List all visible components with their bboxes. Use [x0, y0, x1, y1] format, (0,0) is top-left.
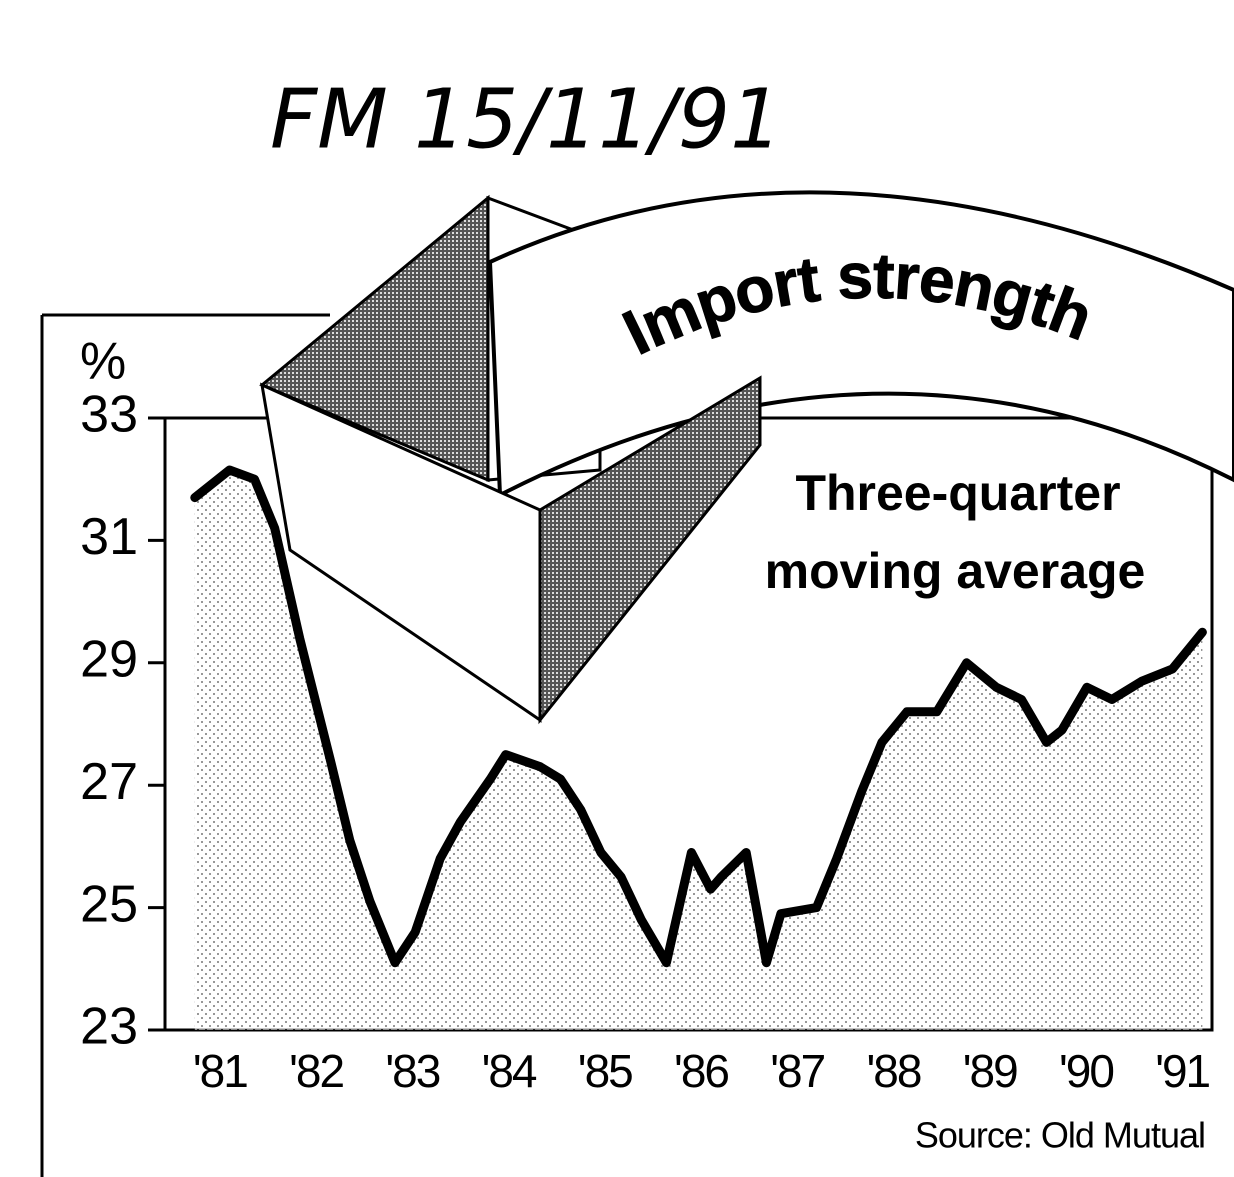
y-tick-label: 25 [80, 875, 138, 933]
handwritten-note: FM 15/11/91 [270, 72, 782, 167]
x-tick-label: '81 [193, 1045, 247, 1097]
y-axis-label: % [80, 333, 126, 391]
y-tick-label: 33 [80, 386, 138, 444]
y-tick-label: 31 [80, 508, 138, 566]
x-tick-label: '84 [482, 1045, 537, 1097]
y-tick-label: 23 [80, 998, 138, 1056]
chart: FM 15/11/91 % Source: Old Mutual 23 25 27 2… [0, 0, 1234, 1177]
y-tick-label: 29 [80, 631, 138, 689]
x-tick-label: '87 [770, 1045, 824, 1097]
x-tick-label: '90 [1059, 1045, 1113, 1097]
y-tick-label: 27 [80, 753, 138, 811]
title-banner [490, 192, 1234, 495]
x-tick-label: '89 [963, 1045, 1017, 1097]
source: Source: Old Mutual [915, 1115, 1205, 1156]
x-tick-label: '83 [385, 1045, 439, 1097]
x-tick-label: '86 [674, 1045, 728, 1097]
x-tick-label: '91 [1155, 1045, 1209, 1097]
x-tick-label: '82 [289, 1045, 343, 1097]
x-tick-label: '88 [866, 1045, 920, 1097]
x-tick-label: '85 [578, 1045, 632, 1097]
